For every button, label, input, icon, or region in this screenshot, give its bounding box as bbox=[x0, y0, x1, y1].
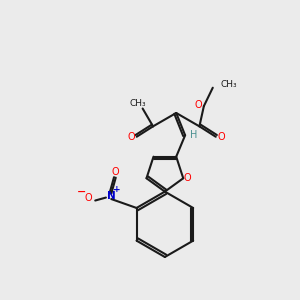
Text: −: − bbox=[77, 187, 86, 196]
Text: O: O bbox=[217, 132, 225, 142]
Text: O: O bbox=[183, 173, 191, 183]
Text: N: N bbox=[107, 191, 116, 201]
Text: O: O bbox=[85, 193, 92, 202]
Text: CH₃: CH₃ bbox=[220, 80, 237, 89]
Text: CH₃: CH₃ bbox=[130, 99, 146, 108]
Text: +: + bbox=[113, 185, 120, 194]
Text: H: H bbox=[190, 130, 197, 140]
Text: O: O bbox=[128, 132, 135, 142]
Text: O: O bbox=[194, 100, 202, 110]
Text: O: O bbox=[112, 167, 120, 177]
